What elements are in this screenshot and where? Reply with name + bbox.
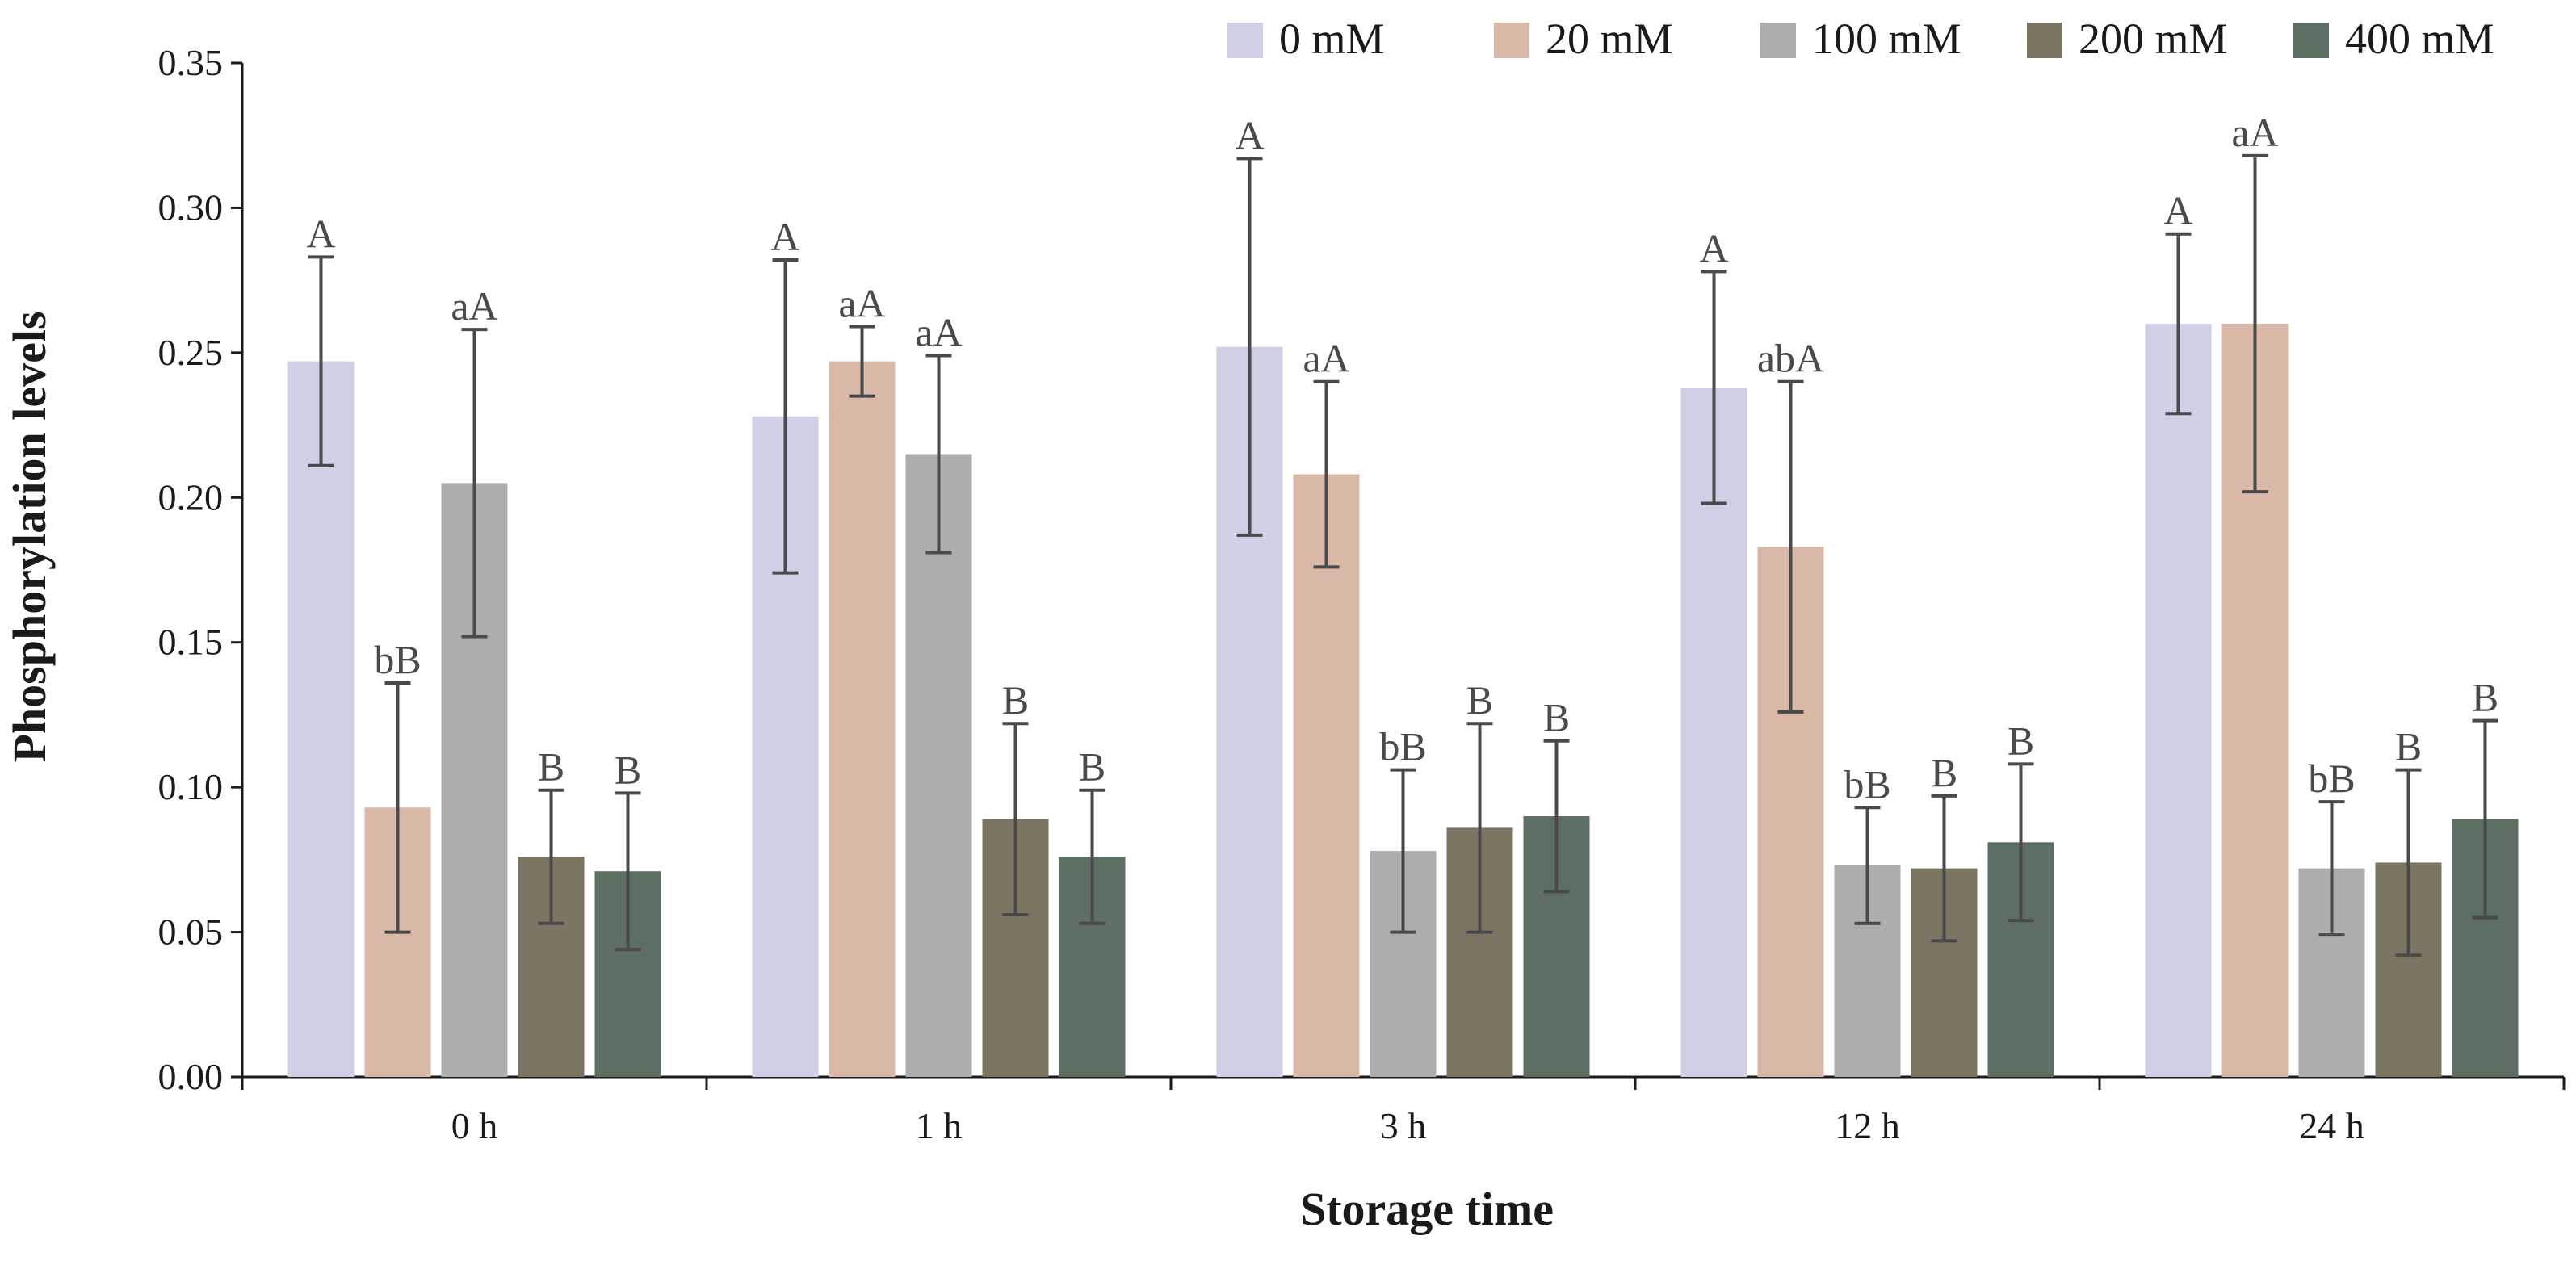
legend: 0 mM 20 mM 100 mM 200 mM 400 mM <box>1227 15 2494 63</box>
legend-swatch <box>1227 23 1263 58</box>
significance-label: A <box>770 214 799 259</box>
significance-label: aA <box>1303 336 1349 381</box>
legend-swatch <box>1494 23 1529 58</box>
legend-swatch <box>2027 23 2062 58</box>
x-tick-label: 3 h <box>1380 1105 1427 1146</box>
significance-labels: A A A A AbB aA aA abA aA aA aA bB bB bB B B B B B B B B B B <box>306 110 2498 806</box>
y-tick-label: 0.10 <box>158 766 224 807</box>
bar <box>905 454 972 1077</box>
y-tick-label: 0.05 <box>158 911 224 953</box>
x-tick-label: 24 h <box>2299 1105 2364 1146</box>
significance-label: B <box>1543 695 1570 740</box>
significance-label: aA <box>451 283 497 329</box>
significance-label: B <box>2395 724 2422 769</box>
legend-label: 20 mM <box>1546 15 1673 63</box>
legend-label: 200 mM <box>2079 15 2228 63</box>
significance-label: abA <box>1757 336 1824 381</box>
significance-label: A <box>2163 188 2192 233</box>
y-tick-label: 0.20 <box>158 476 224 517</box>
significance-label: aA <box>838 281 885 326</box>
y-tick-label: 0.35 <box>158 42 224 83</box>
significance-label: bB <box>374 637 421 682</box>
x-tick-label: 0 h <box>451 1105 498 1146</box>
significance-label: A <box>1699 225 1728 270</box>
y-tick-label: 0.30 <box>158 186 224 228</box>
significance-label: A <box>306 211 335 256</box>
y-axis: 0.00 0.05 0.10 0.15 0.20 0.25 0.30 0.35 <box>158 42 244 1097</box>
y-tick-label: 0.25 <box>158 332 224 373</box>
bar <box>1293 474 1360 1077</box>
legend-swatch <box>2293 23 2329 58</box>
significance-label: B <box>1466 677 1493 723</box>
bar <box>287 361 355 1077</box>
x-tick-label: 12 h <box>1835 1105 1900 1146</box>
significance-label: aA <box>2231 110 2278 155</box>
y-tick-label: 0.15 <box>158 622 224 663</box>
significance-label: B <box>615 747 641 792</box>
legend-label: 100 mM <box>1812 15 1961 63</box>
significance-label: aA <box>915 309 962 354</box>
legend-swatch <box>1760 23 1796 58</box>
significance-label: B <box>1931 750 1957 795</box>
bar <box>2145 323 2212 1077</box>
error-bars <box>308 153 2498 957</box>
significance-label: B <box>2472 675 2498 720</box>
bar <box>829 361 896 1077</box>
x-tick-label: 1 h <box>916 1105 963 1146</box>
x-axis: 0 h 1 h 3 h 12 h 24 h <box>241 1075 2566 1146</box>
x-axis-title: Storage time <box>1300 1183 1554 1235</box>
significance-label: A <box>1235 112 1264 157</box>
significance-label: bB <box>1844 761 1890 806</box>
bars <box>287 323 2519 1077</box>
significance-label: B <box>1079 744 1105 790</box>
legend-label: 400 mM <box>2345 15 2494 63</box>
significance-label: B <box>2008 718 2034 763</box>
legend-label: 0 mM <box>1279 15 1385 63</box>
y-tick-label: 0.00 <box>158 1056 224 1097</box>
significance-label: B <box>538 744 564 790</box>
significance-label: bB <box>2308 756 2355 801</box>
y-axis-title: Phosphorylation levels <box>3 311 56 762</box>
significance-label: bB <box>1379 724 1426 769</box>
significance-label: B <box>1002 677 1029 723</box>
